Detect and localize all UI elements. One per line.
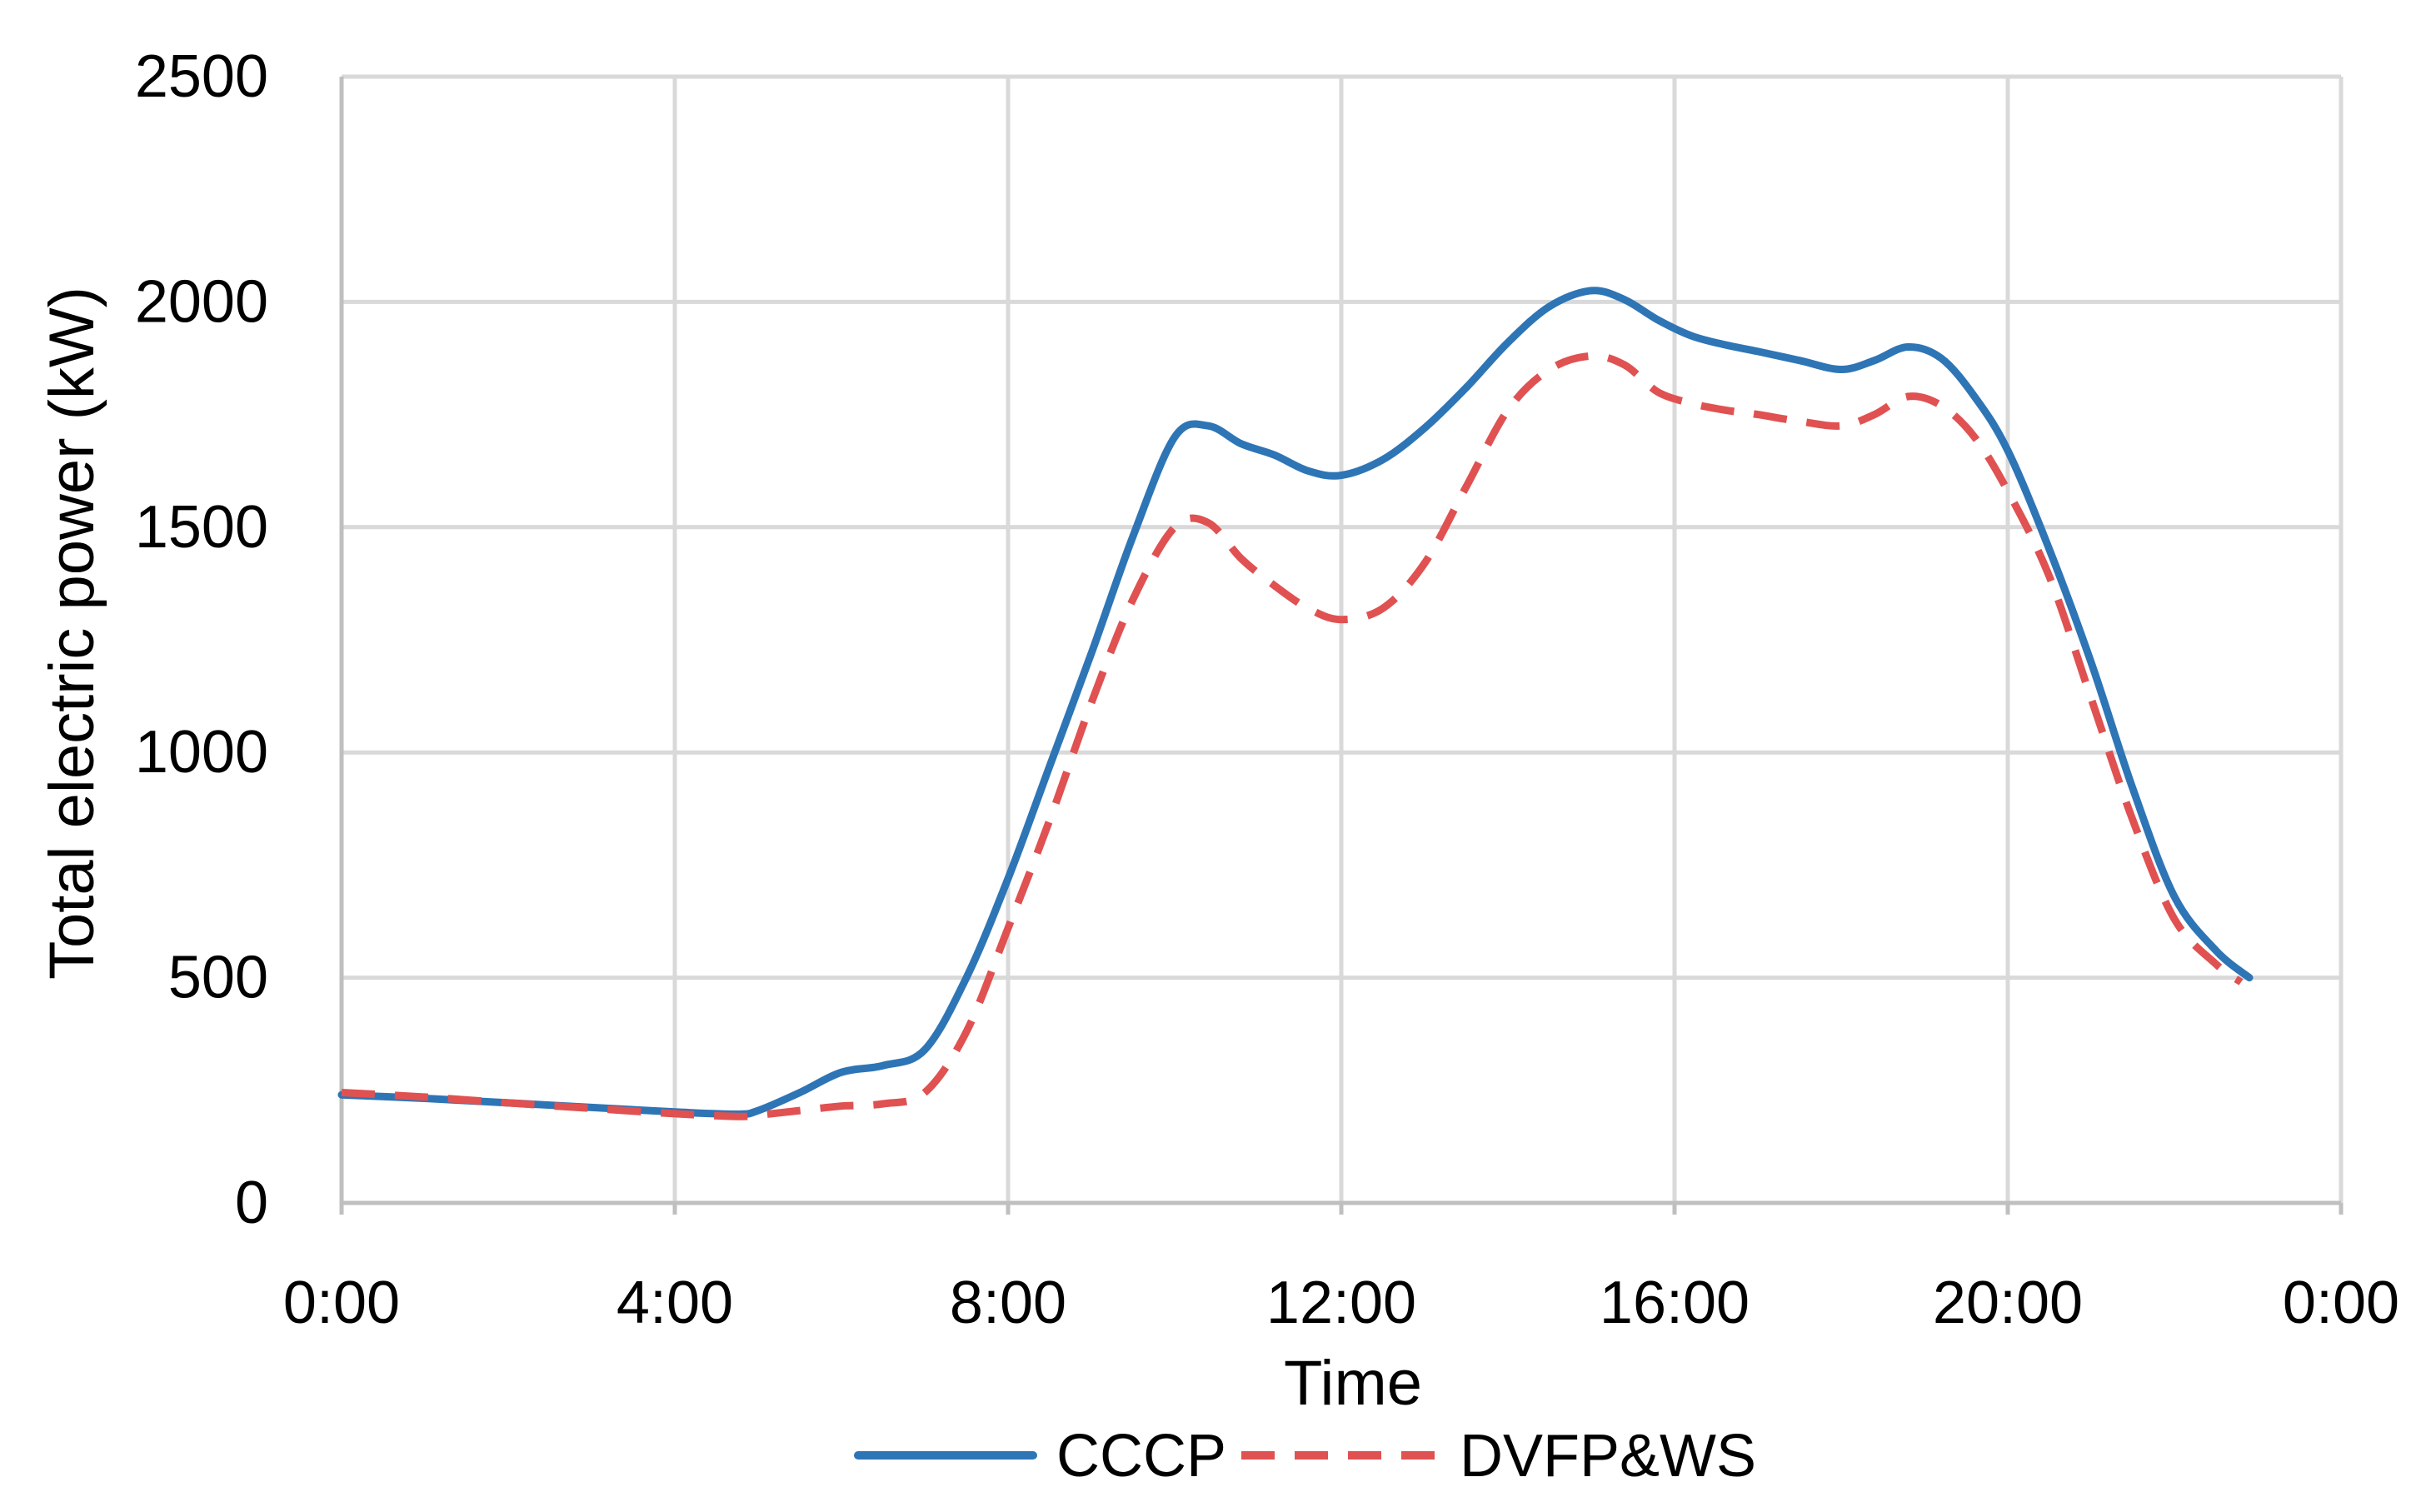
y-tick-label: 500: [168, 945, 268, 1011]
x-tick-label: 8:00: [950, 1270, 1066, 1336]
y-axis-title: Total electric power (kW): [37, 287, 107, 980]
y-tick-label: 2000: [135, 268, 268, 335]
series-line-cccp: [337, 287, 2254, 1119]
legend: CCCP DVFP&WS: [854, 1423, 1756, 1490]
legend-label-dvfp-ws: DVFP&WS: [1460, 1423, 1756, 1490]
series-lines: [337, 287, 2254, 1120]
y-tick-label: 1000: [135, 719, 268, 786]
grid-lines: [342, 74, 2344, 1203]
series-line-dvfp-ws: [341, 352, 2244, 1120]
axes: [339, 77, 2344, 1215]
x-tick-label: 4:00: [616, 1270, 733, 1336]
x-tick-label: 0:00: [2283, 1270, 2399, 1336]
x-axis-tick-labels: 0:00 4:00 8:00 12:00 16:00 20:00 0:00: [283, 1270, 2399, 1336]
y-axis-tick-labels: 0 500 1000 1500 2000 2500: [135, 43, 268, 1236]
y-tick-label: 0: [235, 1170, 268, 1236]
y-tick-label: 1500: [135, 494, 268, 561]
legend-label-cccp: CCCP: [1056, 1423, 1226, 1490]
x-tick-label: 12:00: [1266, 1270, 1416, 1336]
y-tick-label: 2500: [135, 43, 268, 110]
x-tick-label: 16:00: [1600, 1270, 1750, 1336]
x-tick-label: 20:00: [1933, 1270, 2083, 1336]
x-axis-title: Time: [1284, 1348, 1422, 1419]
x-tick-label: 0:00: [283, 1270, 400, 1336]
